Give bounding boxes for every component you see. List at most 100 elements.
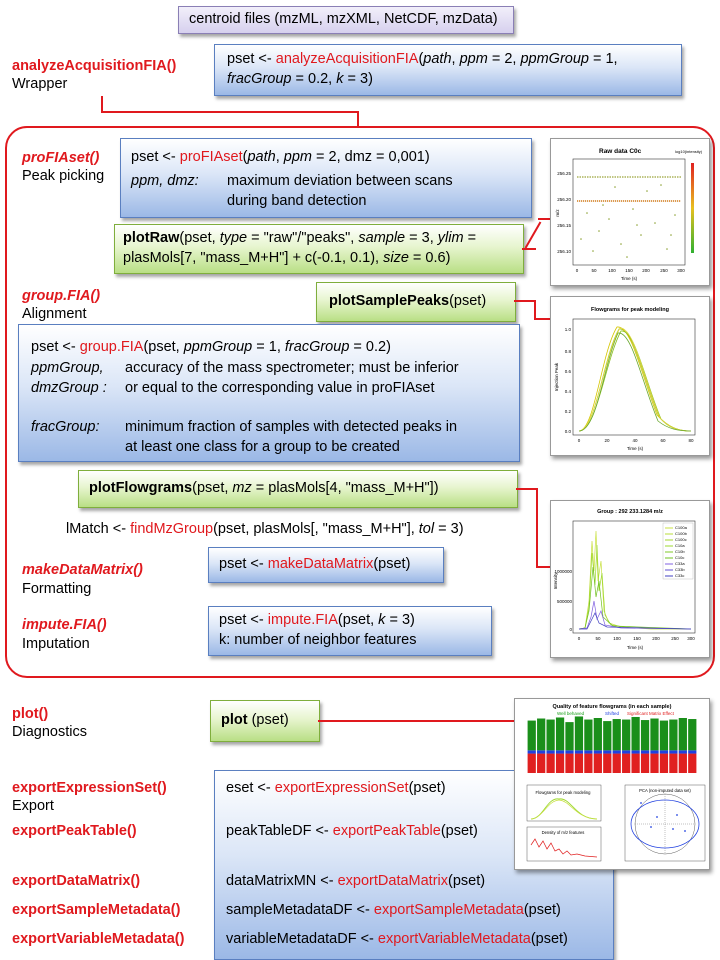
- raw-title: Raw data C0c: [599, 148, 642, 155]
- svg-text:50: 50: [591, 268, 597, 273]
- plotraw-box: plotRaw(pset, type = "raw"/"peaks", samp…: [114, 224, 524, 274]
- peak-xlabel: Time (s): [627, 446, 644, 451]
- plotflow-box: plotFlowgrams(pset, mz = plasMols[4, "ma…: [78, 470, 518, 508]
- analyze-code-line1: pset <- analyzeAcquisitionFIA(path, ppm …: [227, 51, 618, 67]
- diag-bar-green: [612, 719, 621, 751]
- group-p1-desc: accuracy of the mass spectrometer; must …: [125, 360, 459, 376]
- diag-sub2: Density of m/z features: [542, 830, 585, 835]
- svg-text:300: 300: [677, 268, 685, 273]
- impute-code-box: pset <- impute.FIA(pset, k = 3) k: numbe…: [208, 606, 492, 656]
- diag-bar-red: [537, 753, 546, 773]
- analyze-code-box: pset <- analyzeAcquisitionFIA(path, ppm …: [214, 44, 682, 96]
- diag-bar-red: [546, 753, 555, 773]
- input-files-box: centroid files (mzML, mzXML, NetCDF, mzD…: [178, 6, 514, 34]
- diag-legend-shifted: Shifted: [605, 711, 620, 716]
- wrapper-connector-v2: [357, 111, 359, 127]
- diag-bar-green: [622, 719, 631, 751]
- group-p2-desc: or equal to the corresponding value in p…: [125, 380, 435, 396]
- profia-sub-label: Peak picking: [22, 168, 105, 184]
- svg-text:0: 0: [578, 438, 581, 443]
- diag-bar-blue: [622, 750, 631, 754]
- diag-bar-green: [640, 720, 650, 751]
- makedm-fn-label: makeDataMatrix(): [22, 562, 143, 578]
- svg-text:C100c: C100c: [675, 537, 687, 542]
- diag-bar-green: [678, 718, 687, 751]
- impute-fn-label: impute.FIA(): [22, 617, 107, 633]
- svg-text:0.4: 0.4: [565, 389, 572, 394]
- diag-legend-matrix: Significant Matrix Effect: [627, 711, 675, 716]
- group-legend: C100a C100b C100c C10a C10b C10c C33a C3…: [662, 522, 694, 580]
- svg-text:256.20: 256.20: [557, 197, 571, 202]
- plot-box-label: plot (pset): [221, 712, 289, 728]
- group-ylabel: Intensity: [553, 572, 558, 590]
- diag-bar-red: [640, 753, 650, 773]
- diag-bar-red: [555, 753, 565, 773]
- svg-text:0.0: 0.0: [565, 429, 572, 434]
- lmatch-line: lMatch <- findMzGroup(pset, plasMols[, "…: [66, 521, 464, 537]
- diag-bar-green: [555, 717, 565, 751]
- plotsample-box: plotSamplePeaks(pset): [316, 282, 516, 322]
- diag-bar-blue: [527, 750, 536, 754]
- plotraw-connector-h2: [538, 218, 550, 220]
- diag-bar-green: [537, 718, 546, 751]
- export-samplemetadata-fn: exportSampleMetadata(): [12, 902, 181, 918]
- makedm-code-line: pset <- makeDataMatrix(pset): [219, 556, 411, 572]
- group-code-line1: pset <- group.FIA(pset, ppmGroup = 1, fr…: [31, 339, 391, 355]
- svg-text:60: 60: [660, 438, 666, 443]
- diag-bar-green: [659, 720, 669, 751]
- plot-sub-label: Diagnostics: [12, 724, 87, 740]
- diag-bar-blue: [650, 750, 659, 754]
- plotsample-label: plotSamplePeaks(pset): [329, 293, 487, 309]
- analyze-code-line2: fracGroup = 0.2, k = 3): [227, 71, 373, 87]
- diagnostics-thumbnail: Quality of feature flowgrams (in each sa…: [514, 698, 710, 870]
- svg-text:200: 200: [642, 268, 650, 273]
- svg-text:150: 150: [633, 636, 641, 641]
- diag-bar-blue: [659, 750, 669, 754]
- diag-legend-well: Well behaved: [557, 711, 585, 716]
- group-p3-desc1: minimum fraction of samples with detecte…: [125, 419, 458, 435]
- svg-text:50: 50: [595, 636, 601, 641]
- svg-text:C33b: C33b: [675, 567, 685, 572]
- diag-bar-green: [688, 719, 697, 751]
- diag-bar-red: [612, 753, 621, 773]
- group-y-ticks: 0 500000 1000000: [554, 569, 572, 632]
- raw-ylabel: m/z: [555, 209, 560, 217]
- export-samplemetadata-code: sampleMetadataDF <- exportSampleMetadata…: [226, 902, 561, 918]
- group-sub-label: Alignment: [22, 306, 87, 322]
- group-flowgram-thumbnail: Group : 292 233.1284 m/z C100a C100b C10…: [550, 500, 710, 658]
- diag-bar-blue: [631, 750, 640, 754]
- plotflow-label: plotFlowgrams(pset, mz = plasMols[4, "ma…: [89, 480, 439, 496]
- impute-code-line1: pset <- impute.FIA(pset, k = 3): [219, 612, 415, 628]
- svg-text:C10c: C10c: [675, 555, 684, 560]
- diag-bar-green: [565, 722, 574, 751]
- svg-text:500000: 500000: [557, 599, 573, 604]
- svg-text:C10a: C10a: [675, 543, 685, 548]
- svg-text:100: 100: [613, 636, 621, 641]
- diagnostics-plot: Quality of feature flowgrams (in each sa…: [526, 704, 706, 862]
- peak-curves: [578, 326, 692, 432]
- diag-bar-blue: [555, 750, 565, 754]
- plot-fn-label: plot(): [12, 706, 49, 722]
- raw-xlabel: Time (s): [621, 276, 638, 281]
- diag-bar-green: [631, 716, 640, 751]
- group-title: Group : 292 233.1284 m/z: [597, 509, 663, 515]
- diag-bar-blue: [546, 750, 555, 754]
- profia-fn-label: proFIAset(): [22, 150, 100, 166]
- svg-text:250: 250: [660, 268, 668, 273]
- diag-bar-green: [650, 718, 659, 751]
- input-files-label: centroid files (mzML, mzXML, NetCDF, mzD…: [189, 11, 498, 27]
- diag-pca-points: [640, 802, 686, 832]
- plotsample-connector-h1: [514, 300, 536, 302]
- svg-text:C100a: C100a: [675, 525, 688, 530]
- plotsample-connector-h2: [534, 318, 550, 320]
- svg-text:1000000: 1000000: [554, 569, 572, 574]
- diag-bar-blue: [593, 750, 602, 754]
- group-code-box: pset <- group.FIA(pset, ppmGroup = 1, fr…: [18, 324, 520, 462]
- diag-sub1: Flowgrams for peak modeling: [536, 790, 592, 795]
- svg-text:C33c: C33c: [675, 573, 684, 578]
- svg-text:0.2: 0.2: [565, 409, 572, 414]
- raw-data-plot: Raw data C0c log10(intensity) 256.10 256…: [555, 148, 703, 281]
- makedm-sub-label: Formatting: [22, 581, 92, 597]
- diag-bar-blue: [640, 750, 650, 754]
- raw-noise-points: [580, 184, 676, 258]
